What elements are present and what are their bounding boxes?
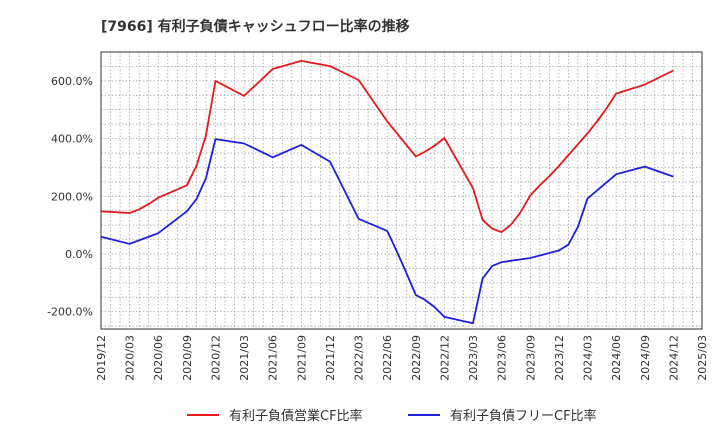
y-tick-label: 200.0%	[51, 190, 93, 203]
x-tick-label: 2025/03	[696, 335, 709, 381]
x-tick-label: 2019/12	[95, 335, 108, 381]
x-tick-label: 2020/12	[209, 335, 222, 381]
y-tick-label: -200.0%	[47, 306, 93, 319]
x-tick-label: 2020/09	[181, 335, 194, 381]
x-tick-label: 2024/03	[582, 335, 595, 381]
x-tick-label: 2022/09	[410, 335, 423, 381]
x-tick-label: 2024/09	[639, 335, 652, 381]
x-tick-label: 2022/12	[438, 335, 451, 381]
x-tick-label: 2022/06	[381, 335, 394, 381]
grid	[101, 51, 702, 329]
x-tick-label: 2023/06	[496, 335, 509, 381]
plot-frame	[100, 51, 703, 330]
x-tick-label: 2020/03	[124, 335, 137, 381]
x-tick-label: 2020/06	[152, 335, 165, 381]
y-tick-label: 400.0%	[51, 133, 93, 146]
legend: 有利子負債営業CF比率 有利子負債フリーCF比率	[187, 408, 597, 424]
x-tick-label: 2021/06	[267, 335, 280, 381]
x-tick-label: 2021/09	[295, 335, 308, 381]
y-tick-label: 600.0%	[51, 75, 93, 88]
y-tick-label: 0.0%	[65, 248, 93, 261]
x-tick-label: 2022/03	[353, 335, 366, 381]
x-tick-label: 2023/03	[467, 335, 480, 381]
x-tick-label: 2021/03	[238, 335, 251, 381]
series-lines	[100, 60, 674, 325]
series-line-1	[100, 60, 674, 234]
series-line-2	[100, 138, 674, 325]
y-axis-ticks: -200.0% 0.0% 200.0% 400.0% 600.0%	[47, 75, 93, 319]
legend-label-series-1: 有利子負債営業CF比率	[229, 408, 363, 424]
x-tick-label: 2023/12	[553, 335, 566, 381]
legend-label-series-2: 有利子負債フリーCF比率	[450, 408, 597, 424]
x-tick-label: 2023/09	[524, 335, 537, 381]
x-axis-ticks: 2019/12 2020/03 2020/06 2020/09 2020/12 2021/…	[95, 335, 709, 381]
x-tick-label: 2021/12	[324, 335, 337, 381]
x-tick-label: 2024/06	[610, 335, 623, 381]
chart-title: [7966] 有利子負債キャッシュフロー比率の推移	[101, 18, 410, 35]
x-tick-label: 2024/12	[667, 335, 680, 381]
